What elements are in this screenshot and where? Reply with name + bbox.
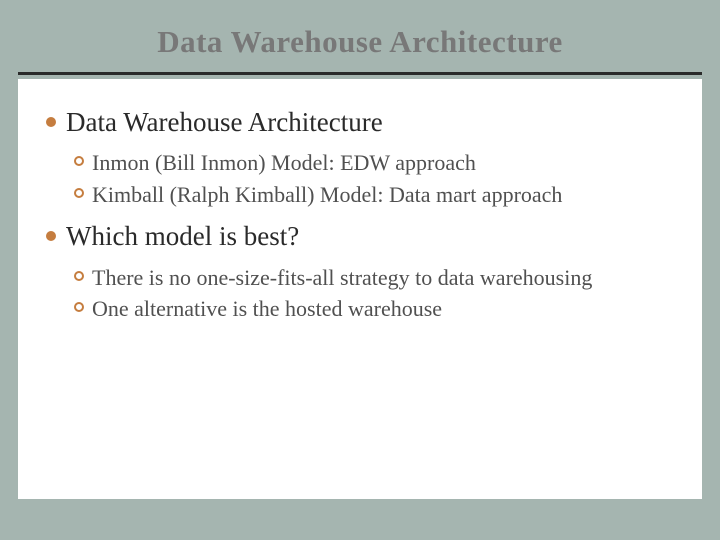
level2-item: Inmon (Bill Inmon) Model: EDW approach: [74, 148, 674, 178]
level1-item: Data Warehouse Architecture: [46, 105, 674, 140]
bullet-section: Which model is best? There is no one-siz…: [46, 219, 674, 323]
level2-list: There is no one-size-fits-all strategy t…: [74, 263, 674, 324]
title-area: Data Warehouse Architecture: [18, 24, 702, 75]
bullet-section: Data Warehouse Architecture Inmon (Bill …: [46, 105, 674, 209]
slide-title: Data Warehouse Architecture: [18, 24, 702, 60]
dot-bullet-icon: [46, 117, 56, 127]
slide-container: Data Warehouse Architecture Data Warehou…: [0, 0, 720, 540]
circle-bullet-icon: [74, 302, 84, 312]
circle-bullet-icon: [74, 156, 84, 166]
level2-item: Kimball (Ralph Kimball) Model: Data mart…: [74, 180, 674, 210]
content-area: Data Warehouse Architecture Inmon (Bill …: [18, 79, 702, 499]
level2-text: Kimball (Ralph Kimball) Model: Data mart…: [92, 180, 562, 210]
level2-text: Inmon (Bill Inmon) Model: EDW approach: [92, 148, 476, 178]
level2-text: One alternative is the hosted warehouse: [92, 294, 442, 324]
dot-bullet-icon: [46, 231, 56, 241]
level1-text: Which model is best?: [66, 219, 299, 254]
level1-item: Which model is best?: [46, 219, 674, 254]
level2-text: There is no one-size-fits-all strategy t…: [92, 263, 592, 293]
level2-item: There is no one-size-fits-all strategy t…: [74, 263, 674, 293]
circle-bullet-icon: [74, 188, 84, 198]
level1-text: Data Warehouse Architecture: [66, 105, 383, 140]
level2-list: Inmon (Bill Inmon) Model: EDW approach K…: [74, 148, 674, 209]
level2-item: One alternative is the hosted warehouse: [74, 294, 674, 324]
circle-bullet-icon: [74, 271, 84, 281]
